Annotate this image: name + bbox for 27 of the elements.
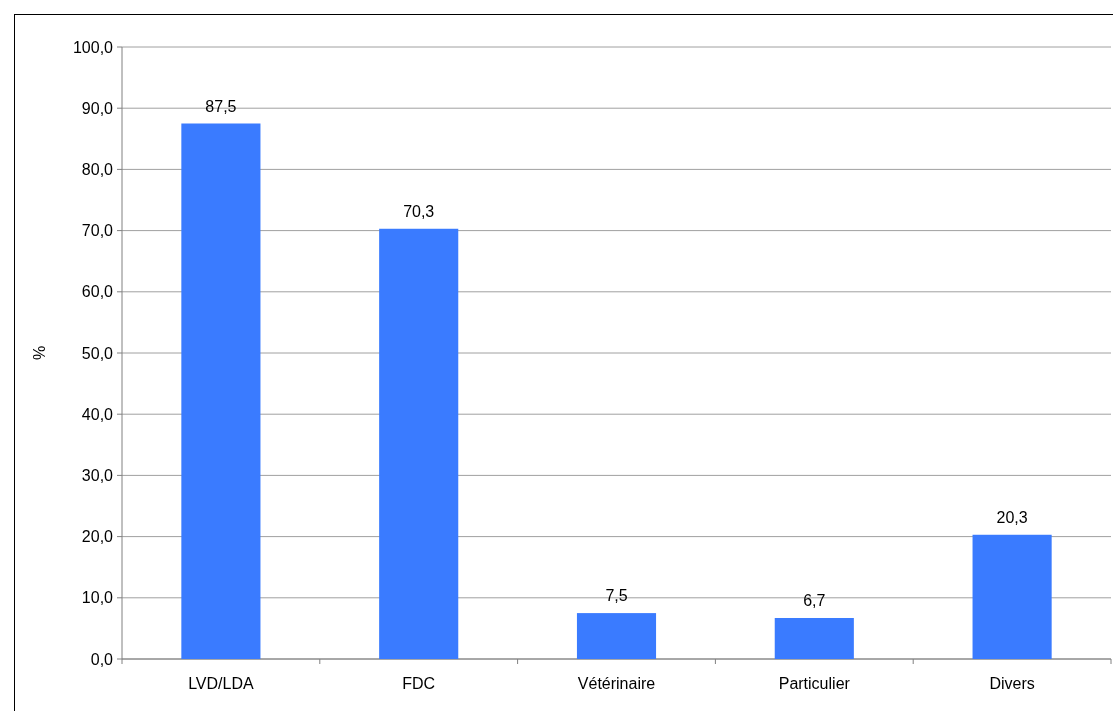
data-label: 20,3 bbox=[996, 508, 1028, 526]
data-label: 6,7 bbox=[803, 592, 826, 609]
y-tick-label: 70,0 bbox=[81, 222, 114, 240]
y-tick-label: 80,0 bbox=[81, 161, 114, 178]
y-tick-label: 50,0 bbox=[81, 344, 114, 362]
bar bbox=[972, 534, 1052, 659]
x-tick-label: Vétérinaire bbox=[577, 675, 656, 692]
y-axis-title: % bbox=[31, 345, 48, 361]
y-tick-label: 30,0 bbox=[81, 467, 114, 484]
x-tick-label: Particulier bbox=[778, 675, 851, 692]
bar bbox=[576, 613, 657, 659]
x-tick-label: Divers bbox=[989, 675, 1035, 692]
x-tick-label: LVD/LDA bbox=[188, 675, 254, 692]
y-tick-label: 20,0 bbox=[81, 528, 114, 546]
y-tick-label: 100,0 bbox=[72, 38, 114, 56]
x-tick-label: FDC bbox=[402, 675, 436, 692]
bar bbox=[379, 228, 459, 659]
y-tick-label: 40,0 bbox=[81, 405, 114, 423]
bar bbox=[181, 123, 261, 659]
y-tick-label: 90,0 bbox=[81, 99, 114, 117]
y-tick-label: 60,0 bbox=[81, 283, 114, 301]
y-tick-label: 0,0 bbox=[90, 650, 114, 668]
bar bbox=[774, 618, 854, 659]
data-label: 87,5 bbox=[205, 97, 237, 115]
data-label: 7,5 bbox=[605, 587, 628, 605]
y-tick-label: 10,0 bbox=[81, 589, 114, 607]
data-label: 70,3 bbox=[403, 202, 435, 220]
